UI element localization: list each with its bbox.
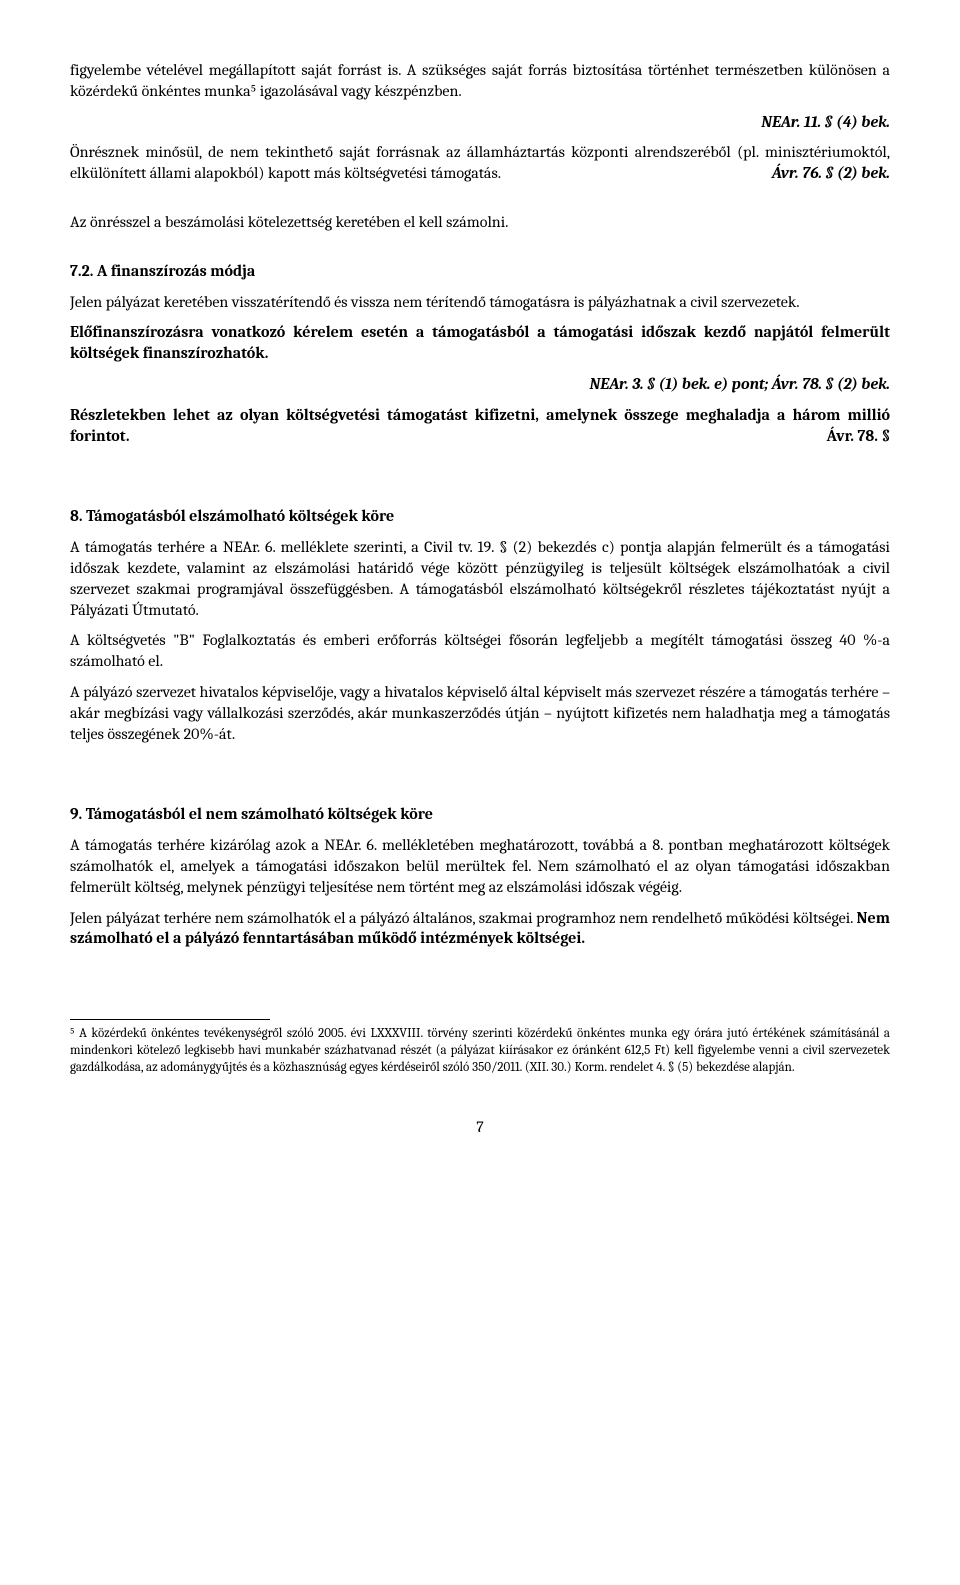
intro-p2-text: Önrésznek minősül, de nem tekinthető saj… xyxy=(70,143,890,182)
footnote-5: ⁵ A közérdekű önkéntes tevékenységről sz… xyxy=(70,1026,890,1077)
page-number: 7 xyxy=(70,1117,890,1138)
intro-paragraph-3: Az önrésszel a beszámolási kötelezettség… xyxy=(70,212,890,233)
spacer xyxy=(70,194,890,212)
s72-p3-text: Részletekben lehet az olyan költségvetés… xyxy=(70,406,890,445)
s9-p2a: Jelen pályázat terhére nem számolhatók e… xyxy=(70,909,857,927)
s72-ref2: Ávr. 78. § xyxy=(827,426,890,447)
s72-p3: Részletekben lehet az olyan költségvetés… xyxy=(70,405,890,447)
section-8-title: 8. Támogatásból elszámolható költségek k… xyxy=(70,506,890,527)
intro-paragraph-1: figyelembe vételével megállapított saját… xyxy=(70,60,890,102)
s72-p2: Előfinanszírozásra vonatkozó kérelem ese… xyxy=(70,322,890,364)
spacer xyxy=(70,754,890,772)
s8-p3: A pályázó szervezet hivatalos képviselőj… xyxy=(70,682,890,744)
s72-p1: Jelen pályázat keretében visszatérítendő… xyxy=(70,292,890,313)
intro-paragraph-2: Önrésznek minősül, de nem tekinthető saj… xyxy=(70,142,890,184)
s72-ref1: NEAr. 3. § (1) bek. e) pont; Ávr. 78. § … xyxy=(70,374,890,395)
intro-ref-2: Ávr. 76. § (2) bek. xyxy=(772,163,890,184)
section-7-2-title: 7.2. A finanszírozás módja xyxy=(70,261,890,282)
s9-p1: A támogatás terhére kizárólag azok a NEA… xyxy=(70,835,890,897)
footnote-separator xyxy=(70,1019,270,1020)
section-9-title: 9. Támogatásból el nem számolható költsé… xyxy=(70,804,890,825)
s9-p2: Jelen pályázat terhére nem számolhatók e… xyxy=(70,908,890,950)
s8-p2: A költségvetés "B" Foglalkoztatás és emb… xyxy=(70,630,890,672)
s8-p1: A támogatás terhére a NEAr. 6. melléklet… xyxy=(70,537,890,620)
spacer xyxy=(70,456,890,474)
intro-ref-1: NEAr. 11. § (4) bek. xyxy=(70,112,890,133)
